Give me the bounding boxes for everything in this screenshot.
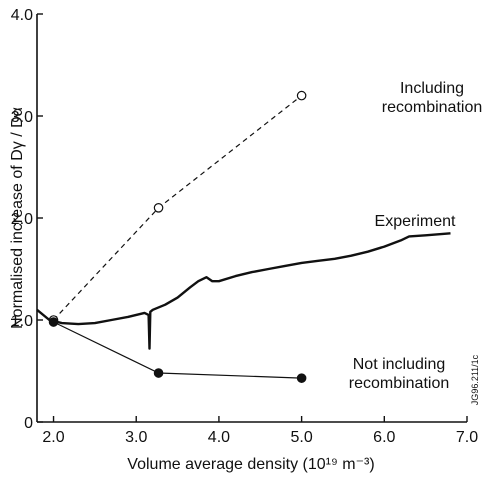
annotation-including-line1: Including <box>400 80 464 97</box>
x-tick-label: 6.0 <box>373 429 395 446</box>
y-tick-label: 2.0 <box>11 211 33 228</box>
x-tick-label: 4.0 <box>208 429 230 446</box>
series-layer <box>36 90 451 383</box>
x-tick-label: 7.0 <box>456 429 478 446</box>
not-including-recombination-point <box>153 368 164 378</box>
y-ticks: 0 1.0 2.0 3.0 4.0 <box>11 7 43 432</box>
not-including-recombination-line <box>53 321 302 379</box>
annotation-including-line2: recombination <box>382 99 483 116</box>
x-tick-label: 2.0 <box>42 429 64 446</box>
y-tick-label: 0 <box>24 415 33 432</box>
x-tick-label: 5.0 <box>290 429 312 446</box>
x-ticks: 2.0 3.0 4.0 5.0 6.0 7.0 <box>42 416 478 446</box>
y-tick-label: 4.0 <box>11 7 33 24</box>
y-tick-label: 3.0 <box>11 109 33 126</box>
annotation-not-including-line1: Not including <box>353 356 446 373</box>
x-tick-label: 3.0 <box>125 429 147 446</box>
including-recombination-point <box>296 90 307 101</box>
annotation-experiment: Experiment <box>375 213 456 230</box>
experiment-line <box>36 232 451 350</box>
not-including-recombination-point <box>296 373 307 383</box>
y-axis-label: Normalised increase of Dγ / Dα <box>9 107 26 329</box>
including-recombination-point <box>153 203 164 213</box>
y-tick-label: 1.0 <box>11 313 33 330</box>
annotation-layer: Including recombination Experiment Not i… <box>349 80 483 392</box>
annotation-not-including-line2: recombination <box>349 375 450 392</box>
x-axis-label: Volume average density (10¹⁹ m⁻³) <box>127 456 374 473</box>
including-recombination-line <box>53 95 302 321</box>
figure-code: JG96.211/1c <box>470 354 480 405</box>
